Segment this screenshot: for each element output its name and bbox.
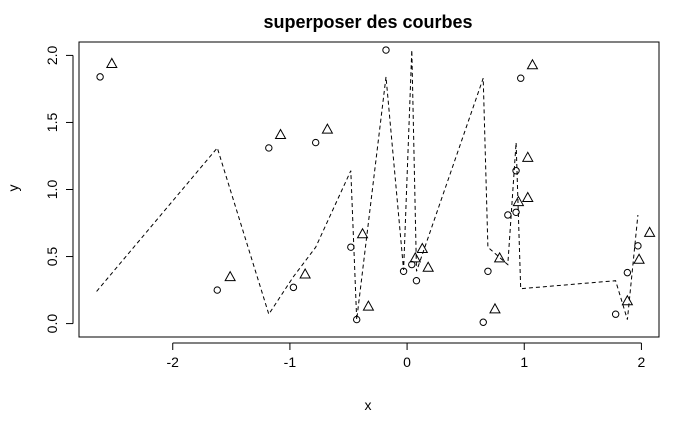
triangle-point bbox=[105, 57, 118, 68]
circle-point bbox=[347, 243, 355, 251]
triangle-point bbox=[633, 253, 645, 264]
circle-point bbox=[611, 310, 620, 318]
x-tick-label: -2 bbox=[167, 354, 180, 370]
triangle-point bbox=[224, 270, 237, 282]
triangle-point bbox=[274, 128, 287, 140]
x-axis-title: x bbox=[365, 397, 372, 413]
x-axis: -2 -1 0 1 2 bbox=[167, 342, 646, 370]
circle-point bbox=[265, 144, 273, 152]
circle-point bbox=[484, 267, 492, 275]
triangle-point bbox=[521, 151, 534, 162]
circle-point bbox=[517, 74, 525, 82]
triangle-point bbox=[521, 191, 534, 203]
circle-point bbox=[96, 73, 104, 81]
data-layer bbox=[96, 46, 656, 326]
triangle-point bbox=[621, 294, 634, 306]
triangle-point bbox=[409, 251, 422, 263]
y-tick-label: 2.0 bbox=[44, 45, 60, 65]
x-tick-label: 0 bbox=[403, 354, 411, 370]
triangle-point bbox=[422, 261, 435, 272]
triangle-point bbox=[526, 58, 539, 70]
triangle-point bbox=[356, 227, 369, 239]
circle-point bbox=[512, 167, 520, 175]
circle-point bbox=[289, 283, 298, 292]
circle-point bbox=[504, 211, 512, 219]
triangle-point bbox=[493, 251, 506, 263]
circle-point bbox=[634, 242, 642, 250]
y-tick-label: 0.5 bbox=[44, 247, 60, 267]
circle-point bbox=[382, 46, 390, 54]
x-tick-label: 1 bbox=[520, 354, 528, 370]
triangle-point bbox=[362, 300, 375, 311]
circle-point bbox=[412, 276, 421, 285]
y-tick-label: 1.0 bbox=[44, 180, 60, 200]
plot-frame bbox=[78, 41, 660, 338]
y-axis-title: y bbox=[5, 185, 21, 192]
triangle-point bbox=[643, 226, 656, 237]
circle-point bbox=[311, 138, 320, 147]
triangle-point bbox=[416, 242, 429, 253]
chart-title: superposer des courbes bbox=[263, 12, 472, 32]
y-tick-label: 1.5 bbox=[44, 113, 60, 133]
circle-point bbox=[512, 208, 520, 216]
triangle-point bbox=[512, 195, 525, 207]
triangle-point bbox=[321, 123, 334, 134]
circle-point bbox=[213, 286, 221, 294]
x-tick-label: 2 bbox=[638, 354, 646, 370]
y-axis: 0.0 0.5 1.0 1.5 2.0 bbox=[44, 45, 74, 334]
dashed-line bbox=[96, 49, 639, 320]
circle-point bbox=[623, 268, 632, 277]
y-tick-label: 0.0 bbox=[44, 314, 60, 334]
triangle-point bbox=[299, 267, 311, 279]
circle-point bbox=[479, 318, 487, 326]
triangle-point bbox=[489, 302, 501, 314]
x-tick-label: -1 bbox=[284, 354, 297, 370]
